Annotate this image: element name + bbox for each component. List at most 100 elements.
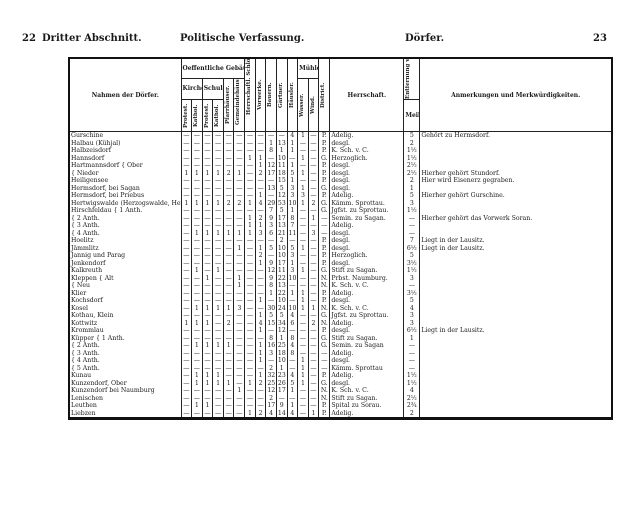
count-cell: 1 [191, 402, 203, 410]
district-cell: — [318, 222, 330, 230]
count-cell: — [307, 267, 319, 275]
district-cell: P. [318, 147, 330, 155]
herrschaft-cell: Semin. zu Sagan [329, 342, 404, 350]
count-cell: 3 [265, 222, 277, 230]
count-cell: 1 [191, 169, 203, 177]
count-cell: 1 [286, 162, 298, 170]
count-cell: — [191, 312, 203, 320]
count-cell: — [191, 282, 203, 290]
count-cell: 5 [275, 312, 288, 320]
count-cell: — [286, 327, 298, 335]
count-cell: — [254, 147, 266, 155]
table-row: Kottwitz 1 1 1—2— —4 15 34 6—2 N. Adelig. 3 [68, 319, 612, 327]
count-cell: — [233, 372, 245, 380]
count-cell: 1 [201, 319, 213, 327]
count-cell: — [244, 334, 256, 342]
count-cell: — [307, 357, 319, 365]
count-cell: 3 [286, 252, 298, 260]
notes-cell [419, 139, 612, 147]
count-cell: — [297, 259, 309, 267]
herrschaft-cell: K. Sch. v. C. [329, 147, 404, 155]
count-cell: 1 [254, 192, 266, 200]
count-cell: 10 [286, 199, 298, 207]
count-cell: — [244, 394, 256, 402]
count-cell: 4 [286, 372, 298, 380]
herrschaft-cell: Kämm. Sprottau. [329, 199, 404, 207]
table-row: Hermsdorf, bei Priebus — — — — — — —1—12 3 3— P. Ad… [68, 192, 612, 200]
village-name: { 3 Anth. [68, 222, 181, 230]
count-cell: — [180, 357, 192, 365]
count-cell: — [233, 237, 245, 245]
count-cell: — [201, 334, 213, 342]
count-cell: 12 [265, 387, 277, 395]
count-cell: 18 [275, 349, 288, 357]
herrschaft-cell: Adelig. [329, 289, 404, 297]
notes-cell [419, 207, 612, 215]
table-row: Hertwigswalde (Herzogswalde, Herrschwald… [68, 199, 612, 207]
count-cell: 2 [307, 319, 319, 327]
count-cell: 3 [307, 229, 319, 237]
count-cell: 2 [254, 252, 266, 260]
count-cell: 34 [275, 319, 288, 327]
count-cell: — [244, 237, 256, 245]
district-cell: N. [318, 274, 330, 282]
district-cell: G. [318, 184, 330, 192]
col-mills: Mühlen. [297, 57, 320, 79]
count-cell: — [191, 394, 203, 402]
district-cell: P. [318, 409, 330, 419]
count-cell: — [180, 282, 192, 290]
count-cell: — [297, 327, 309, 335]
village-name: Halbau (Kühjal) [68, 139, 181, 147]
count-cell: — [201, 184, 213, 192]
count-cell: — [307, 402, 319, 410]
col-church-prot: Protest. [182, 103, 189, 128]
count-cell: 1 [180, 169, 192, 177]
village-name: Kunau [68, 372, 181, 380]
count-cell: — [254, 402, 266, 410]
count-cell: 1 [254, 259, 266, 267]
count-cell: — [191, 131, 203, 140]
count-cell: — [307, 192, 319, 200]
notes-cell: Liegt in der Lausitz. [419, 327, 612, 335]
count-cell: — [201, 387, 213, 395]
count-cell: 22 [275, 274, 288, 282]
count-cell: 4 [286, 312, 298, 320]
count-cell: — [233, 357, 245, 365]
count-cell: — [233, 147, 245, 155]
table-row: { 2 Anth. — — — — — —1 2 9 17 8—1— Semin. zu Sagan.… [68, 214, 612, 222]
distance-cell: 3½ [403, 289, 420, 297]
count-cell: — [244, 252, 256, 260]
count-cell: 1 [222, 379, 234, 387]
count-cell: — [180, 131, 192, 140]
count-cell: 1 [244, 379, 256, 387]
notes-cell [419, 319, 612, 327]
count-cell: — [233, 184, 245, 192]
count-cell: — [191, 387, 203, 395]
district-cell: G. [318, 154, 330, 162]
count-cell: 1 [297, 169, 309, 177]
count-cell: — [191, 364, 203, 372]
count-cell: 2 [275, 237, 288, 245]
district-cell: P. [318, 169, 330, 177]
count-cell: — [222, 192, 234, 200]
count-cell: — [297, 409, 309, 419]
count-cell: 1 [297, 184, 309, 192]
count-cell: — [307, 147, 319, 155]
section-title: Dritter Abschnitt. [42, 33, 142, 44]
count-cell: — [191, 409, 203, 419]
district-cell: G. [318, 342, 330, 350]
count-cell: — [201, 177, 213, 185]
distance-cell: 3 [403, 274, 420, 282]
count-cell: — [297, 147, 309, 155]
count-cell: — [254, 207, 266, 215]
herrschaft-cell: Stift zu Sagan. [329, 394, 404, 402]
count-cell: 1 [275, 147, 288, 155]
count-cell: — [254, 289, 266, 297]
count-cell: — [233, 327, 245, 335]
herrschaft-cell: desgl. [329, 297, 404, 305]
table-row: Hartmannsdorf { Ober — — — — — — —1 12 11 1— — P. des… [68, 162, 612, 170]
count-cell: — [212, 409, 224, 419]
notes-cell [419, 402, 612, 410]
count-cell: — [222, 252, 234, 260]
count-cell: 1 [244, 409, 256, 419]
